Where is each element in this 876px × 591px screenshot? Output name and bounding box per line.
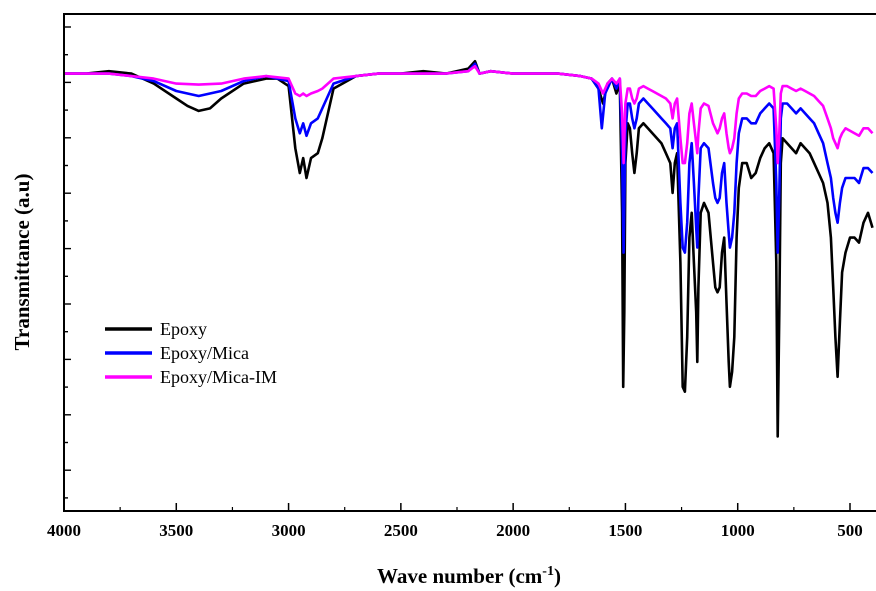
legend: Epoxy Epoxy/Mica Epoxy/Mica-IM (105, 319, 277, 387)
y-axis (64, 26, 71, 499)
x-tick-label-1: 3500 (159, 521, 193, 540)
series-line-1 (64, 62, 874, 254)
plot-frame (63, 13, 876, 512)
x-tick-label-4: 2000 (496, 521, 530, 540)
legend-label-1: Epoxy/Mica (160, 343, 249, 363)
x-tick-label-7: 500 (837, 521, 863, 540)
series-line-2 (64, 64, 874, 165)
y-axis-title: Transmittance (a.u) (10, 174, 34, 351)
series-layer (64, 59, 874, 438)
x-tick-label-0: 4000 (47, 521, 81, 540)
series-line-0 (64, 59, 874, 438)
legend-label-2: Epoxy/Mica-IM (160, 367, 277, 387)
x-tick-label-2: 3000 (272, 521, 306, 540)
x-axis: 4000 3500 3000 2500 2000 1500 1000 500 (47, 503, 863, 540)
x-axis-title: Wave number (cm-1) (377, 564, 561, 588)
x-tick-label-6: 1000 (721, 521, 755, 540)
x-tick-label-5: 1500 (608, 521, 642, 540)
x-tick-label-3: 2500 (384, 521, 418, 540)
legend-label-0: Epoxy (160, 319, 207, 339)
